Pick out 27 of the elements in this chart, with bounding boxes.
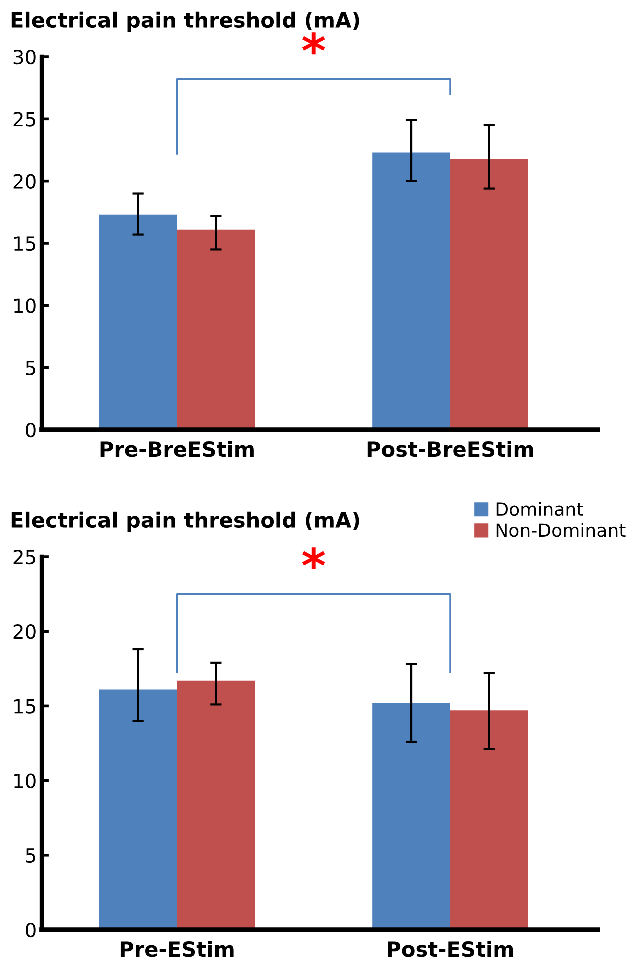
y-tick-label: 10 (14, 774, 36, 788)
chart-title: Electrical pain threshold (mA) (12, 12, 360, 32)
x-tick-label: Post-BreEStim (368, 441, 534, 458)
y-tick-label: 25 (14, 112, 36, 127)
y-tick-label: 30 (14, 50, 36, 65)
annotation: * (302, 548, 326, 570)
y-tick-label: 15 (14, 236, 36, 252)
y-tick-label: 20 (14, 174, 36, 189)
bar (177, 230, 256, 430)
y-tick-label: 0 (26, 422, 36, 438)
bar (372, 152, 450, 430)
y-tick-label: 15 (14, 699, 36, 714)
legend-label: Non-Dominant (496, 523, 626, 538)
x-tick-label: Pre-BreEStim (100, 441, 254, 458)
y-tick-label: 25 (14, 550, 36, 565)
x-tick-label: Pre-EStim (120, 941, 234, 958)
x-tick-label: Post-EStim (388, 941, 514, 958)
y-tick-label: 20 (14, 624, 36, 640)
text: * (302, 32, 326, 55)
bar (450, 158, 528, 430)
y-tick-label: 5 (26, 361, 36, 376)
bar (99, 214, 178, 430)
y-tick-label: 5 (26, 848, 36, 864)
y-tick-label: 0 (26, 922, 36, 938)
legend-label: Dominant (496, 502, 584, 516)
chart-title: Electrical pain threshold (mA) (12, 512, 360, 532)
y-tick-label: 10 (14, 298, 36, 314)
